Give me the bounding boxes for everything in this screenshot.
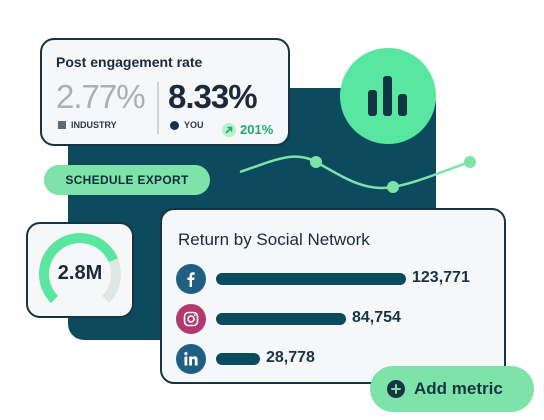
bar-chart-icon [368, 76, 407, 116]
gauge-ring [39, 233, 121, 303]
return-value-facebook: 123,771 [412, 269, 470, 286]
industry-value: 2.77% [56, 78, 146, 115]
gauge-value: 2.8M [57, 262, 103, 284]
industry-legend: INDUSTRY [58, 120, 117, 130]
facebook-icon [176, 264, 206, 294]
growth-value: 201% [240, 122, 274, 137]
return-bar-facebook [216, 273, 406, 285]
you-legend: YOU [170, 120, 204, 130]
return-value-linkedin: 28,778 [266, 349, 315, 366]
plus-icon [387, 380, 405, 398]
linkedin-icon [176, 344, 206, 374]
return-bar-instagram [216, 313, 346, 325]
network-row-facebook: 123,771 [176, 264, 496, 294]
industry-square-icon [58, 121, 66, 129]
return-bar-linkedin [216, 353, 260, 365]
gauge-fill [39, 233, 118, 303]
engagement-card: Post engagement rate 2.77% 8.33% INDUSTR… [40, 38, 290, 146]
engagement-title: Post engagement rate [56, 54, 203, 70]
instagram-icon [176, 304, 206, 334]
arrow-up-right-icon [222, 122, 236, 137]
add-metric-label: Add metric [414, 379, 503, 398]
return-by-network-card: Return by Social Network 123,771 84,754 … [160, 208, 506, 384]
growth-badge: 201% [222, 122, 273, 137]
network-row-instagram: 84,754 [176, 304, 496, 334]
return-title: Return by Social Network [178, 230, 370, 249]
network-row-linkedin: 28,778 [176, 344, 496, 374]
gauge-card: 2.8M [26, 222, 134, 318]
bar-chart-badge [340, 48, 436, 144]
return-value-instagram: 84,754 [352, 309, 401, 326]
schedule-export-button[interactable]: SCHEDULE EXPORT [44, 165, 210, 195]
add-metric-button[interactable]: Add metric [370, 366, 534, 412]
you-value: 8.33% [168, 78, 258, 115]
you-label: YOU [184, 120, 204, 130]
industry-label: INDUSTRY [71, 120, 117, 130]
you-dot-icon [170, 120, 179, 130]
divider [157, 82, 159, 134]
